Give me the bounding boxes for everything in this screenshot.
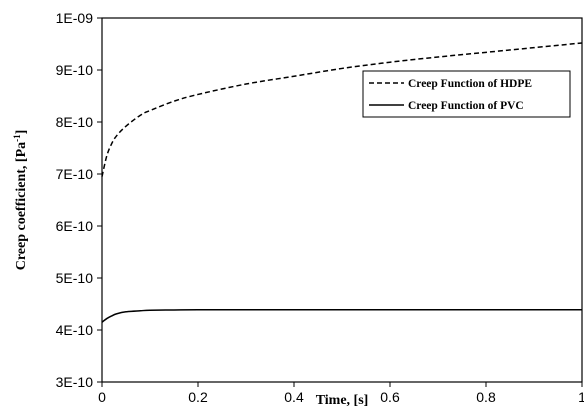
x-tick-label: 0: [98, 389, 106, 405]
x-tick-label: 1: [578, 389, 584, 405]
y-tick-label: 6E-10: [56, 218, 94, 234]
y-axis-title-suffix: ]: [14, 130, 29, 135]
y-tick-label: 4E-10: [56, 322, 94, 338]
x-tick-label: 0.2: [188, 389, 208, 405]
plot-frame: [101, 17, 583, 383]
series-line-hdpe: [101, 42, 583, 177]
series-line-pvc: [101, 308, 582, 323]
y-axis-title-main: Creep coefficient, [Pa: [14, 142, 29, 270]
y-axis-title-superscript: -1: [12, 134, 22, 142]
y-tick-label: 5E-10: [56, 270, 94, 286]
legend-box: [362, 70, 571, 118]
y-tick-label: 3E-10: [56, 374, 94, 390]
x-tick-label: 0.8: [476, 389, 496, 405]
y-axis-title: Creep coefficient, [Pa-1]: [12, 130, 29, 271]
series-layer: [101, 42, 583, 323]
x-tick-label: 0.4: [284, 389, 304, 405]
y-tick-label: 8E-10: [56, 114, 94, 130]
y-axis: 3E-10 4E-10 5E-10 6E-10 7E-10 8E-10 9E-10 1E-09: [56, 10, 102, 390]
x-tick-label: 0.6: [380, 389, 400, 405]
x-axis: 0 0.2 0.4 0.6 0.8 1: [98, 382, 584, 405]
y-tick-label: 7E-10: [56, 166, 94, 182]
legend: Creep Function of HDPE Creep Function of…: [362, 70, 571, 118]
x-axis-title: Time, [s]: [316, 393, 369, 408]
y-tick-label: 1E-09: [56, 10, 94, 26]
y-tick-label: 9E-10: [56, 62, 94, 78]
legend-label-hdpe: Creep Function of HDPE: [408, 78, 532, 90]
legend-label-pvc: Creep Function of PVC: [408, 100, 524, 112]
